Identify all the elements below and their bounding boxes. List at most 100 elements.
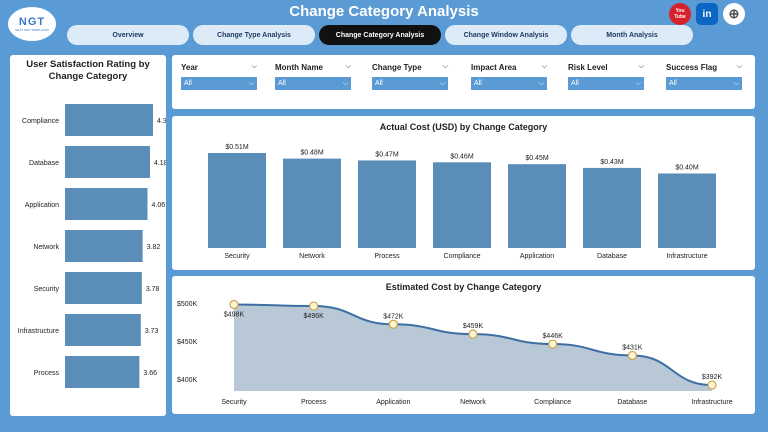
area-category-label-0: Security [221, 399, 247, 406]
vbar-category-label-4: Application [520, 253, 554, 260]
tab-month-analysis[interactable]: Month Analysis [571, 25, 693, 45]
satisfaction-chart: Compliance 4.33 Database 4.18 Application 4.0… [18, 104, 166, 388]
filter-success-flag: Success Flag ⌵ All ⌵ [666, 63, 742, 90]
vbar-category-label-0: Security [224, 253, 250, 260]
filter-month-name-label: Month Name [275, 63, 323, 72]
hbar-value-label-6: 3.66 [143, 370, 157, 377]
area-point-3 [468, 329, 478, 339]
vbar-2 [358, 160, 416, 248]
vbar-5 [583, 167, 641, 248]
filter-year-label: Year [181, 63, 198, 72]
hbar-category-label-0: Compliance [22, 118, 59, 125]
filter-impact-area: Impact Area ⌵ All ⌵ [471, 63, 547, 90]
globe-icon[interactable]: ⊕ [723, 3, 745, 25]
area-ytick-label-1: $450K [177, 339, 198, 346]
filter-risk-level-label: Risk Level [568, 63, 608, 72]
filter-month-name-select[interactable]: All ⌵ [275, 77, 351, 90]
chevron-down-icon[interactable]: ⌵ [251, 63, 257, 70]
vbar-value-label-4: $0.45M [525, 155, 549, 162]
vbar-value-label-3: $0.46M [450, 153, 474, 160]
globe-icon-label: ⊕ [728, 6, 740, 21]
filter-impact-area-label: Impact Area [471, 63, 517, 72]
filter-impact-area-select[interactable]: All ⌵ [471, 77, 547, 90]
area-value-label-3: $459K [463, 323, 484, 330]
chevron-down-icon: ⌵ [635, 79, 641, 87]
area-point-5 [627, 350, 637, 361]
vbar-category-label-1: Network [299, 253, 325, 260]
area-value-label-4: $446K [543, 333, 564, 340]
estimated-cost-chart: $400K $450K $500K $498K Security $496K Process… [177, 299, 733, 406]
area-fill [234, 304, 712, 391]
area-value-label-1: $496K [304, 313, 325, 320]
tab-change-type-analysis[interactable]: Change Type Analysis [193, 25, 315, 45]
satisfaction-panel: User Satisfaction Rating by Change Categ… [10, 55, 166, 416]
vbar-value-label-0: $0.51M [225, 144, 249, 151]
hbar-2 [65, 188, 148, 220]
area-point-1 [309, 301, 319, 311]
linkedin-icon[interactable]: in [696, 3, 718, 25]
area-point-4 [548, 339, 558, 349]
filters-panel: Year ⌵ All ⌵ Month Name ⌵ All ⌵ Change Type ⌵… [172, 55, 755, 109]
area-category-label-3: Network [460, 399, 486, 406]
chevron-down-icon[interactable]: ⌵ [736, 63, 742, 70]
vbar-value-label-2: $0.47M [375, 151, 399, 158]
estimated-cost-panel: Estimated Cost by Change Category $400K $… [172, 276, 755, 414]
satisfaction-chart-title: User Satisfaction Rating by Change Categ… [26, 59, 150, 82]
filter-year: Year ⌵ All ⌵ [181, 63, 257, 90]
filter-success-flag-label: Success Flag [666, 63, 718, 72]
chevron-down-icon[interactable]: ⌵ [442, 63, 448, 70]
hbar-3 [65, 230, 143, 262]
area-category-label-5: Database [617, 399, 647, 406]
filter-risk-level: Risk Level ⌵ All ⌵ [568, 63, 644, 90]
chevron-down-icon: ⌵ [733, 79, 739, 87]
hbar-category-label-1: Database [29, 160, 59, 167]
logo: NGT NEXT GEN TEMPLATES [8, 7, 56, 41]
chevron-down-icon: ⌵ [342, 79, 348, 87]
filter-success-flag-select[interactable]: All ⌵ [666, 77, 742, 90]
youtube-icon[interactable]: You Tube [669, 3, 691, 25]
hbar-category-label-2: Application [25, 202, 59, 209]
actual-cost-chart: $0.51M Security $0.48M Network $0.47M Process… [208, 144, 716, 260]
filter-change-type-value: All [375, 80, 383, 87]
filter-change-type-select[interactable]: All ⌵ [372, 77, 448, 90]
filter-year-select[interactable]: All ⌵ [181, 77, 257, 90]
area-ytick-label-0: $400K [177, 377, 198, 384]
hbar-value-label-0: 4.33 [157, 118, 166, 125]
filter-risk-level-select[interactable]: All ⌵ [568, 77, 644, 90]
area-category-label-1: Process [301, 399, 327, 406]
filter-month-name-value: All [278, 80, 286, 87]
vbar-category-label-5: Database [597, 253, 627, 260]
area-value-label-2: $472K [383, 313, 404, 320]
vbar-value-label-5: $0.43M [600, 159, 624, 166]
header: NGT NEXT GEN TEMPLATES Change Category A… [0, 0, 768, 48]
page-title: Change Category Analysis [289, 3, 479, 20]
vbar-value-label-6: $0.40M [675, 164, 699, 171]
chevron-down-icon[interactable]: ⌵ [345, 63, 351, 70]
area-ytick-label-2: $500K [177, 301, 198, 308]
hbar-4 [65, 272, 142, 304]
tab-overview[interactable]: Overview [67, 25, 189, 45]
vbar-category-label-2: Process [374, 253, 400, 260]
hbar-category-label-5: Infrastructure [18, 328, 59, 335]
hbar-value-label-2: 4.06 [152, 202, 166, 209]
chevron-down-icon[interactable]: ⌵ [638, 63, 644, 70]
vbar-3 [433, 162, 491, 248]
vbar-6 [658, 173, 716, 248]
chevron-down-icon[interactable]: ⌵ [541, 63, 547, 70]
filter-impact-area-value: All [474, 80, 482, 87]
linkedin-icon-label: in [702, 8, 712, 20]
filter-success-flag-value: All [669, 80, 677, 87]
filter-change-type: Change Type ⌵ All ⌵ [372, 63, 448, 90]
area-value-label-5: $431K [622, 344, 643, 351]
chevron-down-icon: ⌵ [439, 79, 445, 87]
tab-change-category-analysis[interactable]: Change Category Analysis [319, 25, 441, 45]
hbar-category-label-4: Security [34, 286, 60, 293]
filter-year-value: All [184, 80, 192, 87]
hbar-category-label-3: Network [33, 244, 59, 251]
hbar-value-label-5: 3.73 [145, 328, 159, 335]
actual-cost-panel: Actual Cost (USD) by Change Category $0.… [172, 116, 755, 270]
tab-change-window-analysis[interactable]: Change Window Analysis [445, 25, 567, 45]
vbar-category-label-6: Infrastructure [666, 253, 707, 260]
logo-subtext: NEXT GEN TEMPLATES [15, 28, 49, 32]
area-category-label-4: Compliance [534, 399, 571, 406]
